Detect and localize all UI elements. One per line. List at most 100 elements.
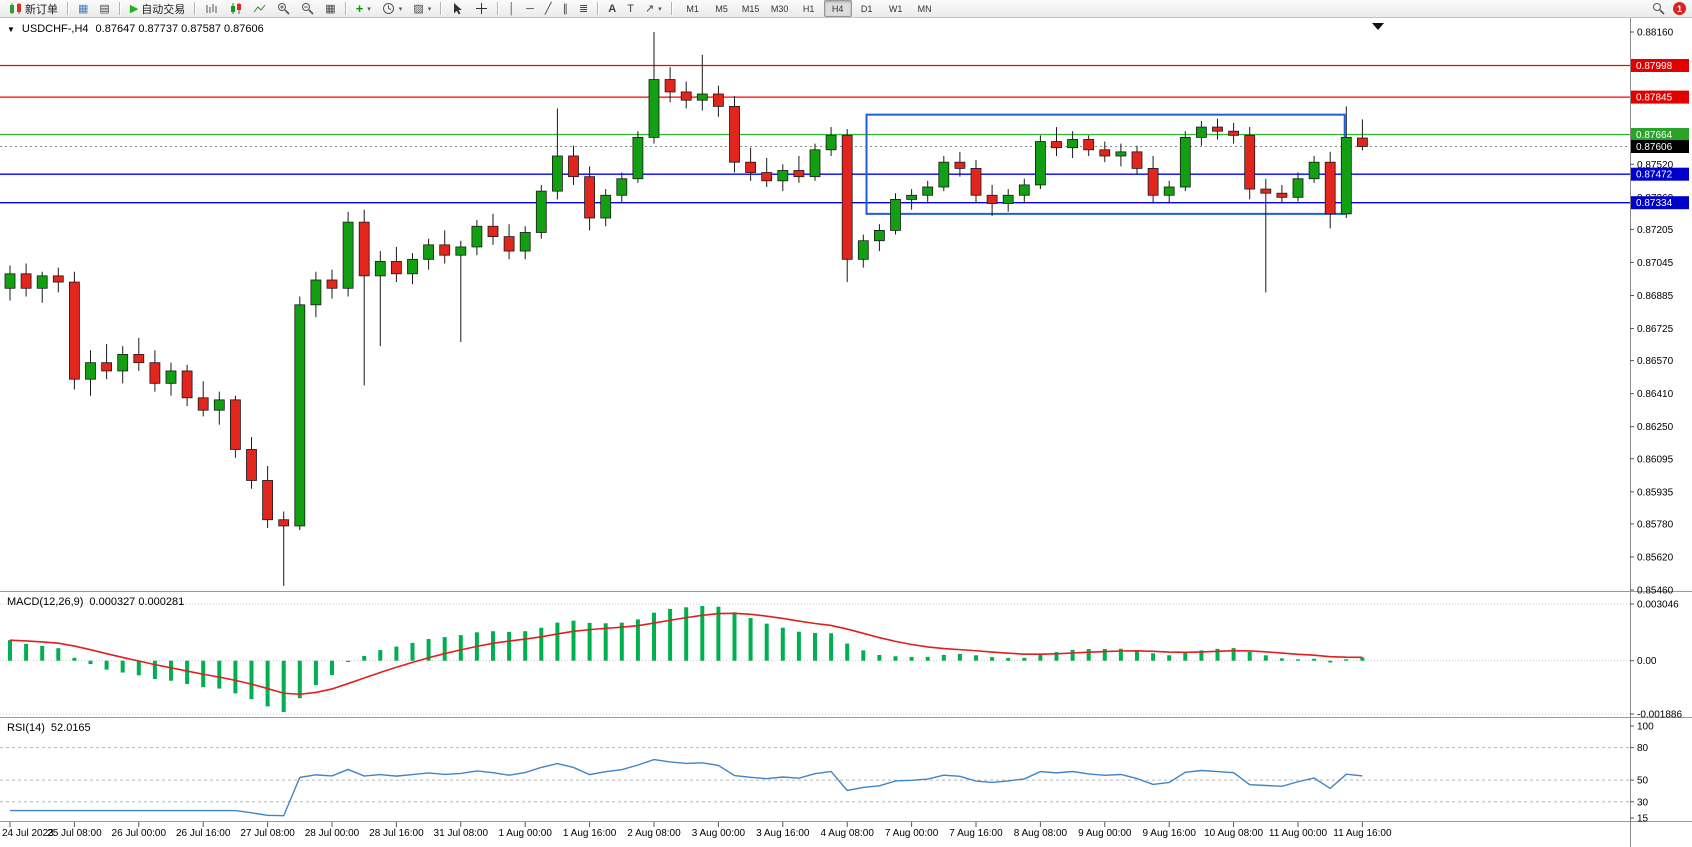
fibonacci-tool-button[interactable]: ≣: [574, 0, 593, 18]
separator: [597, 2, 600, 15]
horizontal-line-tool-button[interactable]: ─: [521, 0, 539, 18]
svg-text:0.00: 0.00: [1637, 656, 1657, 667]
notification-badge[interactable]: 1: [1673, 2, 1686, 15]
periods-button[interactable]: ▾: [377, 0, 408, 18]
label-tool-button[interactable]: T: [622, 0, 639, 18]
new-order-icon: [10, 3, 21, 14]
fibonacci-icon: ≣: [579, 2, 589, 15]
rsi-value: 52.0165: [50, 722, 91, 734]
search-icon: [1653, 3, 1665, 15]
svg-text:0.85460: 0.85460: [1637, 586, 1674, 597]
svg-text:31 Jul 08:00: 31 Jul 08:00: [434, 828, 489, 839]
timeframe-m5[interactable]: M5: [715, 3, 728, 14]
svg-text:0.87472: 0.87472: [1636, 170, 1673, 181]
separator: [118, 2, 121, 15]
market-watch-button[interactable]: ▦: [73, 0, 93, 18]
rsi-name: RSI(14): [7, 722, 45, 734]
chart-canvas[interactable]: 0.881600.875200.873600.872050.870450.868…: [0, 18, 1692, 847]
svg-text:0.86410: 0.86410: [1637, 389, 1674, 400]
pane-resize-handle-macd[interactable]: [0, 590, 1692, 594]
tile-windows-button[interactable]: ▦: [320, 0, 340, 18]
zoom-in-button[interactable]: [272, 0, 295, 18]
label-tool-icon: T: [627, 2, 634, 15]
line-chart-mode-button[interactable]: [248, 0, 271, 18]
text-tool-icon: A: [608, 2, 617, 15]
svg-text:0.86725: 0.86725: [1637, 324, 1674, 335]
separator: [194, 2, 197, 15]
crosshair-button[interactable]: [470, 0, 493, 18]
cursor-arrow-icon: [454, 3, 463, 15]
svg-text:100: 100: [1637, 722, 1654, 733]
text-tool-button[interactable]: A: [603, 0, 621, 18]
timeframe-d1[interactable]: D1: [860, 3, 873, 14]
svg-text:0.87664: 0.87664: [1636, 130, 1673, 141]
price-axis[interactable]: [1630, 18, 1692, 822]
svg-text:0.87998: 0.87998: [1636, 61, 1673, 72]
vertical-line-tool-button[interactable]: │: [503, 0, 520, 18]
svg-text:0.88160: 0.88160: [1637, 28, 1674, 39]
bar-chart-mode-button[interactable]: [200, 0, 223, 18]
svg-text:30: 30: [1637, 797, 1649, 808]
new-order-button[interactable]: 新订单: [4, 0, 63, 18]
timeframe-m30[interactable]: M30: [770, 3, 789, 14]
timeframe-m1[interactable]: M1: [686, 3, 699, 14]
svg-text:7 Aug 00:00: 7 Aug 00:00: [885, 828, 939, 839]
channel-icon: ∥: [562, 2, 569, 15]
macd-values: 0.000327 0.000281: [89, 596, 185, 608]
dropdown-caret-icon: ▾: [658, 5, 662, 13]
svg-text:0.87845: 0.87845: [1636, 93, 1673, 104]
clock-icon: [382, 3, 394, 14]
symbol-period-label: USDCHF-,H4: [21, 23, 89, 35]
navigator-icon: ▤: [99, 2, 110, 15]
main-toolbar: 新订单 ▦ ▤ ▶ 自动交易: [0, 0, 1692, 18]
dropdown-caret-icon: ▾: [398, 5, 403, 13]
channel-tool-button[interactable]: ∥: [558, 0, 574, 18]
timeframe-group: M1 M5 M15 M30 H1 H4 D1 W1 MN: [679, 0, 939, 17]
navigator-button[interactable]: ▤: [94, 0, 114, 18]
timeframe-w1[interactable]: W1: [888, 3, 903, 14]
collapse-triangle-icon[interactable]: ▼: [7, 24, 15, 34]
svg-text:26 Jul 16:00: 26 Jul 16:00: [176, 828, 231, 839]
timeframe-h1[interactable]: H1: [802, 3, 815, 14]
chart-title: ▼ USDCHF-,H4 0.87647 0.87737 0.87587 0.8…: [7, 23, 264, 35]
svg-text:26 Jul 00:00: 26 Jul 00:00: [112, 828, 167, 839]
svg-text:0.86885: 0.86885: [1637, 291, 1674, 302]
trendline-tool-button[interactable]: ╱: [540, 0, 557, 18]
svg-text:50: 50: [1637, 776, 1649, 787]
separator: [497, 2, 500, 15]
indicators-button[interactable]: + ▾: [351, 0, 376, 18]
new-order-label: 新订单: [25, 3, 58, 16]
svg-text:0.85780: 0.85780: [1637, 519, 1674, 530]
svg-text:7 Aug 16:00: 7 Aug 16:00: [949, 828, 1003, 839]
svg-text:2 Aug 08:00: 2 Aug 08:00: [627, 828, 681, 839]
svg-text:10 Aug 08:00: 10 Aug 08:00: [1204, 828, 1263, 839]
line-chart-icon: [253, 4, 266, 13]
candlestick-mode-button[interactable]: [224, 0, 247, 18]
svg-text:0.86250: 0.86250: [1637, 422, 1674, 433]
svg-text:-0.001886: -0.001886: [1637, 710, 1682, 721]
templates-icon: ▨: [413, 2, 424, 15]
time-axis[interactable]: [0, 822, 1630, 847]
arrows-tool-button[interactable]: ↗ ▾: [640, 0, 667, 18]
svg-text:0.87606: 0.87606: [1636, 142, 1673, 153]
svg-text:11 Aug 16:00: 11 Aug 16:00: [1333, 828, 1392, 839]
svg-text:28 Jul 16:00: 28 Jul 16:00: [369, 828, 424, 839]
svg-text:9 Aug 00:00: 9 Aug 00:00: [1078, 828, 1132, 839]
templates-button[interactable]: ▨ ▾: [408, 0, 436, 18]
timeframe-h4[interactable]: H4: [823, 0, 852, 17]
svg-text:0.86570: 0.86570: [1637, 356, 1674, 367]
svg-text:0.85620: 0.85620: [1637, 552, 1674, 563]
auto-trading-label: 自动交易: [141, 3, 186, 16]
svg-text:9 Aug 16:00: 9 Aug 16:00: [1143, 828, 1197, 839]
separator: [67, 2, 69, 15]
cursor-button[interactable]: [446, 0, 469, 18]
svg-text:3 Aug 16:00: 3 Aug 16:00: [756, 828, 810, 839]
auto-trading-button[interactable]: ▶ 自动交易: [125, 0, 190, 18]
timeframe-m15[interactable]: M15: [741, 3, 760, 14]
timeframe-mn[interactable]: MN: [917, 3, 932, 14]
pane-resize-handle-rsi[interactable]: [0, 716, 1692, 720]
zoom-out-button[interactable]: [296, 0, 319, 18]
svg-text:0.003046: 0.003046: [1637, 600, 1679, 611]
search-button[interactable]: [1647, 0, 1670, 18]
svg-text:8 Aug 08:00: 8 Aug 08:00: [1014, 828, 1068, 839]
